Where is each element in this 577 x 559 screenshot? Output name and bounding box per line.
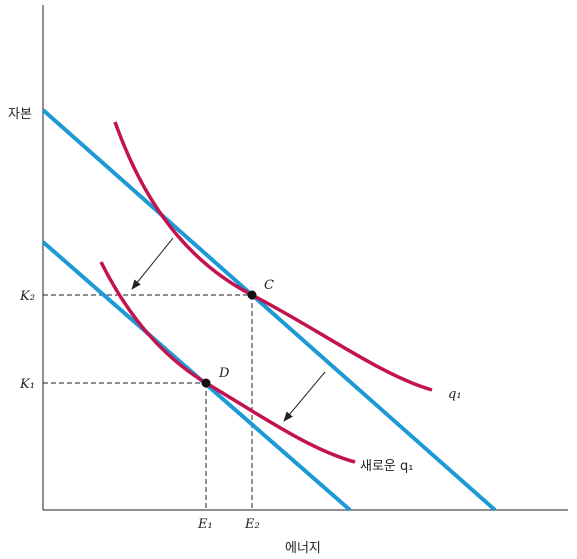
curve-label: 새로운 q₁ <box>360 459 413 474</box>
curve-label: q₁ <box>448 387 462 402</box>
point-label: C <box>264 278 274 293</box>
point <box>201 378 211 388</box>
isoquant <box>99 261 356 464</box>
point <box>247 290 257 300</box>
isocost-line <box>41 108 497 512</box>
shift-arrow <box>283 371 326 422</box>
y-axis-label: 자본 <box>8 107 32 122</box>
x-axis-label: 에너지 <box>285 541 321 556</box>
y-tick-label: K₂ <box>19 289 35 304</box>
point-label: D <box>218 366 230 381</box>
y-tick-label: K₁ <box>19 377 35 392</box>
x-tick-label: E₁ <box>197 517 213 532</box>
shift-arrow <box>131 237 174 290</box>
x-tick-label: E₂ <box>244 517 260 532</box>
